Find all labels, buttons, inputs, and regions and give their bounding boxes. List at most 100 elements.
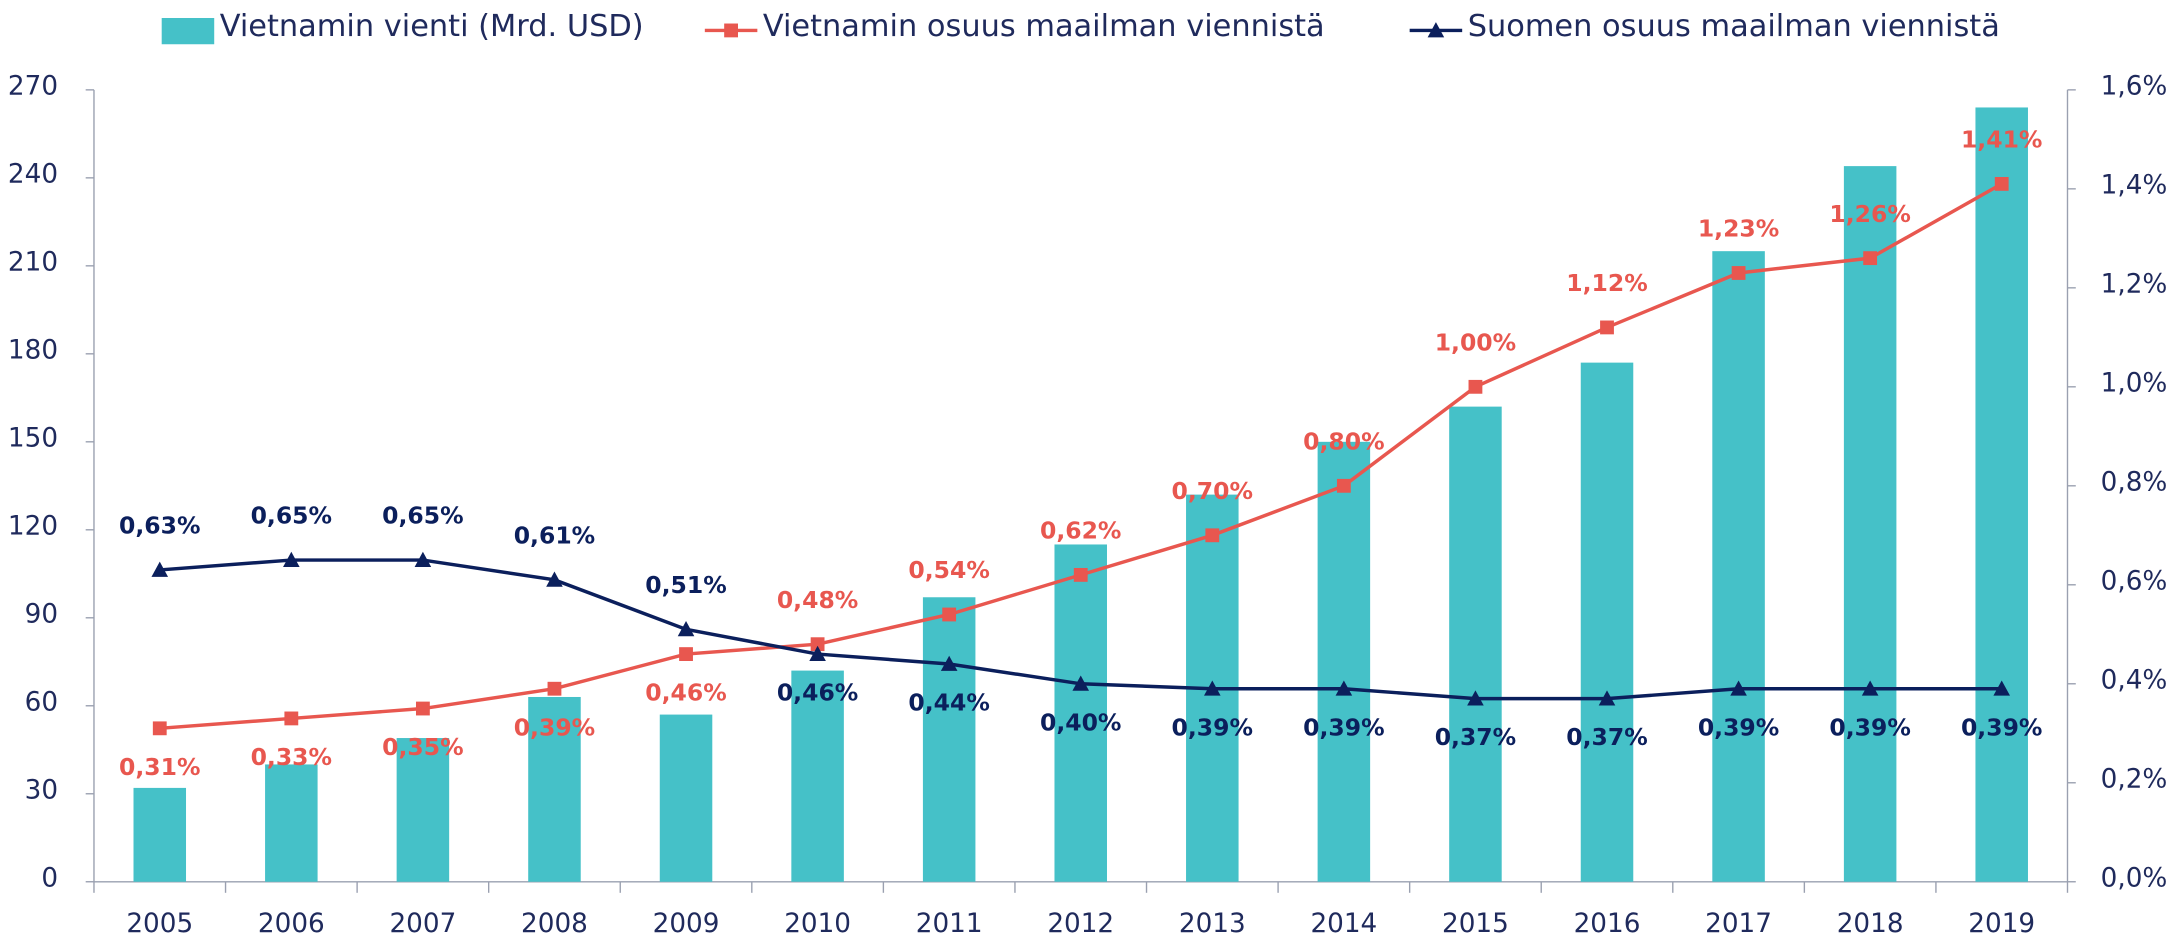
y2-tick-label: 1,0% <box>2101 369 2167 399</box>
data-label: 0,46% <box>645 679 726 707</box>
bar <box>265 764 318 882</box>
line-marker <box>942 607 957 622</box>
y-tick-label: 0 <box>41 863 58 893</box>
y2-tick-label: 0,2% <box>2101 765 2167 795</box>
x-tick-label: 2013 <box>1179 909 1246 939</box>
line-marker <box>1993 680 2011 696</box>
data-label: 1,12% <box>1566 269 1647 297</box>
bar <box>1054 544 1107 882</box>
data-label: 1,00% <box>1435 328 1516 356</box>
line-marker <box>283 551 300 567</box>
data-label: 0,46% <box>777 679 858 707</box>
bar <box>1449 406 1502 882</box>
line-marker <box>1073 567 1088 582</box>
data-label: 0,44% <box>908 689 989 717</box>
legend-marker <box>724 23 738 38</box>
bar <box>1843 166 1897 882</box>
data-label: 0,62% <box>1040 517 1121 545</box>
bar <box>528 696 581 882</box>
bar <box>659 714 713 882</box>
x-tick-label: 2008 <box>521 909 588 939</box>
legend-marker <box>1427 22 1445 38</box>
y2-tick-label: 1,2% <box>2101 270 2167 300</box>
data-label: 0,37% <box>1435 723 1516 751</box>
data-label: 0,39% <box>1698 713 1779 741</box>
y-tick-label: 90 <box>25 600 58 630</box>
line-marker <box>1204 680 1221 696</box>
data-label: 1,41% <box>1961 126 2042 154</box>
line-marker <box>1336 478 1351 493</box>
data-label: 0,39% <box>1172 713 1253 741</box>
data-label: 0,63% <box>119 512 200 540</box>
x-tick-label: 2006 <box>258 909 325 939</box>
x-tick-label: 2005 <box>126 909 193 939</box>
x-tick-label: 2011 <box>916 909 983 939</box>
x-tick-label: 2015 <box>1442 909 1509 939</box>
data-label: 0,39% <box>1303 713 1384 741</box>
data-label: 0,54% <box>908 556 989 584</box>
x-tick-label: 2009 <box>653 909 720 939</box>
y2-tick-label: 0,6% <box>2101 567 2167 597</box>
data-label: 0,48% <box>777 586 858 614</box>
line-marker <box>1205 528 1220 543</box>
bar <box>1975 107 2028 882</box>
bar <box>1317 441 1371 882</box>
y-tick-label: 270 <box>8 72 58 102</box>
line-marker <box>1467 690 1484 706</box>
line-marker <box>152 721 167 736</box>
data-label: 0,51% <box>645 571 726 599</box>
x-tick-label: 2016 <box>1574 909 1641 939</box>
line-marker <box>151 561 169 577</box>
line-marker <box>679 647 693 661</box>
bar <box>1712 251 1765 882</box>
line-marker <box>547 681 562 696</box>
bar <box>1580 362 1634 882</box>
x-tick-label: 2019 <box>1968 909 2035 939</box>
y-tick-label: 180 <box>8 336 58 366</box>
y-tick-label: 60 <box>25 688 58 718</box>
x-tick-label: 2010 <box>784 909 851 939</box>
data-label: 0,37% <box>1566 723 1647 751</box>
line-marker <box>415 701 430 716</box>
line-marker <box>1468 379 1483 394</box>
data-label: 0,39% <box>1829 713 1910 741</box>
line-marker <box>414 551 432 567</box>
data-label: 0,35% <box>382 733 463 761</box>
line-marker <box>546 571 563 587</box>
y2-tick-label: 0,0% <box>2101 863 2167 893</box>
bar <box>791 670 844 882</box>
data-label: 0,65% <box>382 502 463 530</box>
line-marker <box>809 645 826 661</box>
y-tick-label: 30 <box>25 776 58 806</box>
data-label: 0,39% <box>1961 713 2042 741</box>
data-label: 0,70% <box>1172 477 1253 505</box>
legend-label: Suomen osuus maailman viennistä <box>1468 9 2000 44</box>
line-marker <box>1072 675 1090 691</box>
data-label: 0,61% <box>514 522 595 550</box>
line-marker <box>1861 680 1879 696</box>
line-marker <box>677 621 695 637</box>
data-label: 0,65% <box>251 502 332 530</box>
y2-tick-label: 0,8% <box>2101 468 2167 498</box>
y2-tick-label: 1,4% <box>2101 171 2167 201</box>
data-label: 0,33% <box>251 743 332 771</box>
y2-tick-label: 1,6% <box>2101 72 2167 102</box>
bar <box>396 738 450 882</box>
data-label: 0,40% <box>1040 708 1121 736</box>
line-marker <box>1863 251 1878 266</box>
y2-tick-label: 0,4% <box>2101 666 2167 696</box>
legend-swatch <box>161 17 215 45</box>
data-label: 0,39% <box>514 713 595 741</box>
legend-label: Vietnamin vienti (Mrd. USD) <box>220 9 644 44</box>
line-marker <box>284 711 299 726</box>
data-label: 0,80% <box>1303 427 1384 455</box>
line-marker <box>1730 680 1747 696</box>
line-marker <box>1731 266 1746 280</box>
line-marker <box>1600 320 1614 335</box>
legend-label: Vietnamin osuus maailman viennistä <box>763 9 1325 44</box>
y-tick-label: 240 <box>8 160 58 190</box>
bar <box>922 597 976 882</box>
line-marker <box>1994 176 2009 191</box>
data-label: 1,23% <box>1698 215 1779 243</box>
